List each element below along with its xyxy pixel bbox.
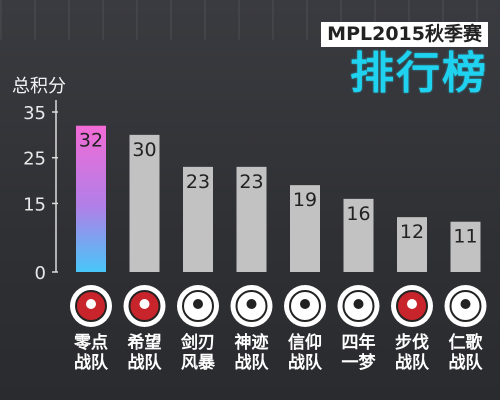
category-label: 希望 (128, 332, 162, 353)
category-label: 神迹 (235, 332, 269, 353)
category-label: 战队 (235, 352, 270, 373)
team-logo-center (353, 299, 364, 309)
team-logo-center (246, 299, 257, 309)
category-label: 步伐 (395, 332, 429, 353)
category-label: 战队 (128, 352, 163, 373)
category-label: 仁歌 (449, 332, 484, 353)
bar (450, 221, 481, 272)
y-axis: 0 15 25 35 (23, 100, 58, 284)
team-logo-center (460, 299, 471, 309)
bar (236, 166, 267, 272)
category-label: 战队 (395, 352, 430, 373)
category-label: 零点 (73, 332, 108, 353)
y-tick-label: 35 (23, 103, 46, 124)
bars: 32 30 23 23 19 16 12 11 (76, 125, 481, 272)
category-label: 一梦 (342, 352, 377, 373)
bar (183, 166, 213, 272)
bar (397, 217, 427, 272)
bar (343, 198, 374, 272)
bar-value-label: 11 (453, 226, 477, 248)
category-label: 剑刃 (180, 332, 215, 353)
team-logo-center (139, 299, 150, 309)
category-label: 信仰 (288, 332, 322, 353)
category-label: 战队 (449, 352, 484, 373)
season-label: MPL2015秋季赛 (321, 22, 488, 47)
bar-value-label: 19 (293, 189, 317, 211)
category-label: 四年 (342, 332, 376, 353)
title-block: MPL2015秋季赛 排行榜 (288, 22, 488, 99)
y-tick-label: 25 (23, 149, 46, 170)
team-logo-center (86, 299, 96, 309)
category-label: 战队 (288, 352, 323, 373)
bar-value-label: 32 (79, 130, 103, 152)
team-logos (70, 285, 487, 327)
bar-value-label: 16 (346, 203, 370, 225)
team-logo-center (407, 299, 417, 309)
y-tick-label: 0 (35, 263, 46, 284)
y-tick-label: 15 (23, 194, 46, 215)
bar-value-label: 12 (400, 221, 424, 243)
team-logo-center (193, 299, 203, 309)
team-logo-center (300, 299, 310, 309)
bar (76, 125, 106, 272)
bar (290, 185, 320, 272)
category-label: 风暴 (181, 353, 216, 373)
bar-value-label: 23 (239, 171, 263, 193)
ranking-title: 排行榜 (350, 48, 488, 99)
bar (129, 134, 160, 272)
bar-value-label: 23 (186, 171, 210, 193)
bar-value-label: 30 (132, 139, 156, 161)
y-axis-label: 总积分 (12, 76, 66, 97)
category-label: 战队 (74, 352, 109, 373)
